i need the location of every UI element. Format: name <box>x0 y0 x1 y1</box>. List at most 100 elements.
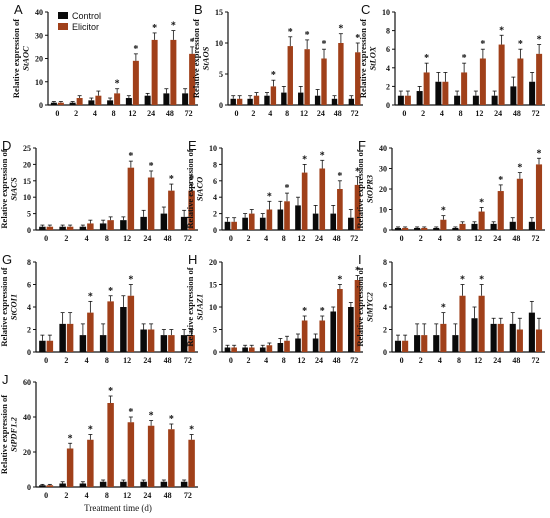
bar-control-e <box>295 205 301 230</box>
bar-control-j <box>39 485 46 487</box>
y-axis-label-i: Relative expression ofStMYC2 <box>355 267 375 346</box>
bar-elicitor-a <box>114 93 121 105</box>
x-tick-label-c: 2 <box>421 109 425 118</box>
y-axis-label-b: Relative expression ofStAOS <box>191 19 211 98</box>
y-axis-label-h: Relative expression ofStJAZ1 <box>185 267 205 346</box>
y-tick-label-i: 0 <box>383 348 387 357</box>
bar-control-a <box>182 93 189 105</box>
significance-star-b: * <box>355 33 360 44</box>
panel-letter-j: J <box>2 372 9 387</box>
x-tick-label-f: 0 <box>400 234 404 243</box>
x-tick-label-i: 0 <box>400 356 404 365</box>
y-tick-label-d: 10 <box>23 193 31 202</box>
significance-star-i: * <box>460 275 465 286</box>
bar-control-f <box>394 227 402 230</box>
x-tick-label-b: 0 <box>234 109 238 118</box>
x-tick-label-f: 48 <box>512 234 520 243</box>
x-tick-label-c: 8 <box>459 109 463 118</box>
y-tick-label-e: 8 <box>213 160 217 169</box>
bar-control-a <box>69 102 76 105</box>
bar-elicitor-d <box>147 177 155 230</box>
x-tick-label-e: 72 <box>350 234 358 243</box>
bar-control-g <box>180 335 188 352</box>
y-axis-label-a: Relative expression ofStAOC <box>11 19 31 98</box>
bar-elicitor-j <box>107 403 114 487</box>
bar-control-g <box>79 335 87 352</box>
bar-control-d <box>99 223 107 230</box>
significance-star-a: * <box>190 37 195 48</box>
x-tick-label-e: 24 <box>315 234 323 243</box>
x-tick-label-f: 72 <box>531 234 539 243</box>
x-tick-label-i: 72 <box>531 356 539 365</box>
y-tick-label-f: 30 <box>379 165 387 174</box>
x-tick-label-h: 2 <box>246 356 250 365</box>
x-tick-label-e: 48 <box>333 234 341 243</box>
significance-star-e: * <box>320 150 325 161</box>
bar-elicitor-f <box>516 178 523 230</box>
bar-elicitor-i <box>535 329 543 352</box>
bar-elicitor-e <box>301 172 308 230</box>
bar-elicitor-g <box>46 340 54 352</box>
significance-star-h: * <box>302 306 307 317</box>
y-tick-label-i: 6 <box>383 281 387 290</box>
y-tick-label-e: 6 <box>213 177 217 186</box>
x-tick-label-g: 2 <box>64 356 68 365</box>
y-tick-label-c: 2 <box>386 82 390 91</box>
significance-star-g: * <box>88 291 93 302</box>
x-tick-label-d: 8 <box>105 234 109 243</box>
y-tick-label-a: 40 <box>35 8 43 17</box>
y-tick-label-h: 0 <box>213 348 217 357</box>
bar-elicitor-a <box>189 53 196 105</box>
y-axis-label-c: Relative expression ofStLOX <box>358 19 378 98</box>
bar-elicitor-b <box>321 58 327 105</box>
bar-elicitor-c <box>461 72 468 105</box>
y-tick-label-c: 6 <box>386 45 390 54</box>
significance-star-i: * <box>479 275 484 286</box>
bar-elicitor-e <box>319 168 326 230</box>
y-tick-label-e: 2 <box>213 210 217 219</box>
y-tick-label-e: 4 <box>213 193 217 202</box>
bar-control-c <box>397 95 404 105</box>
significance-star-d: * <box>189 174 194 185</box>
y-tick-label-j: 20 <box>23 448 31 457</box>
bar-elicitor-h <box>301 320 308 352</box>
bar-control-f <box>414 227 421 230</box>
significance-star-c: * <box>480 39 485 50</box>
bar-control-i <box>394 340 402 352</box>
y-tick-label-c: 8 <box>386 27 390 36</box>
x-tick-label-c: 72 <box>532 109 540 118</box>
y-tick-label-b: 0 <box>219 101 223 110</box>
y-tick-label-f: 20 <box>379 185 387 194</box>
legend-label-elicitor: Elicitor <box>72 22 99 32</box>
bar-control-h <box>277 343 284 352</box>
significance-star-h: * <box>337 275 342 286</box>
bar-control-f <box>471 223 478 230</box>
significance-star-a: * <box>115 79 120 90</box>
bar-control-b <box>348 98 355 105</box>
y-tick-label-d: 0 <box>27 226 31 235</box>
bar-control-e <box>259 217 266 230</box>
x-axis-title: Treatment time (d) <box>84 503 152 513</box>
y-tick-label-d: 20 <box>23 160 31 169</box>
y-tick-label-g: 4 <box>27 303 31 312</box>
significance-star-a: * <box>171 21 176 32</box>
x-tick-label-d: 24 <box>143 234 151 243</box>
y-tick-label-c: 10 <box>382 8 390 17</box>
bar-control-i <box>414 335 421 352</box>
significance-star-b: * <box>288 27 293 38</box>
bar-control-a <box>107 100 114 105</box>
bar-control-f <box>433 227 440 230</box>
x-tick-label-g: 24 <box>143 356 151 365</box>
bar-elicitor-d <box>46 226 54 230</box>
significance-star-i: * <box>441 303 446 314</box>
bar-elicitor-f <box>402 227 409 230</box>
y-tick-label-d: 25 <box>23 144 31 153</box>
x-tick-label-j: 24 <box>143 491 151 500</box>
bar-control-d <box>59 226 66 230</box>
x-tick-label-d: 4 <box>85 234 89 243</box>
bar-elicitor-j <box>147 425 155 487</box>
y-tick-label-i: 4 <box>383 303 387 312</box>
